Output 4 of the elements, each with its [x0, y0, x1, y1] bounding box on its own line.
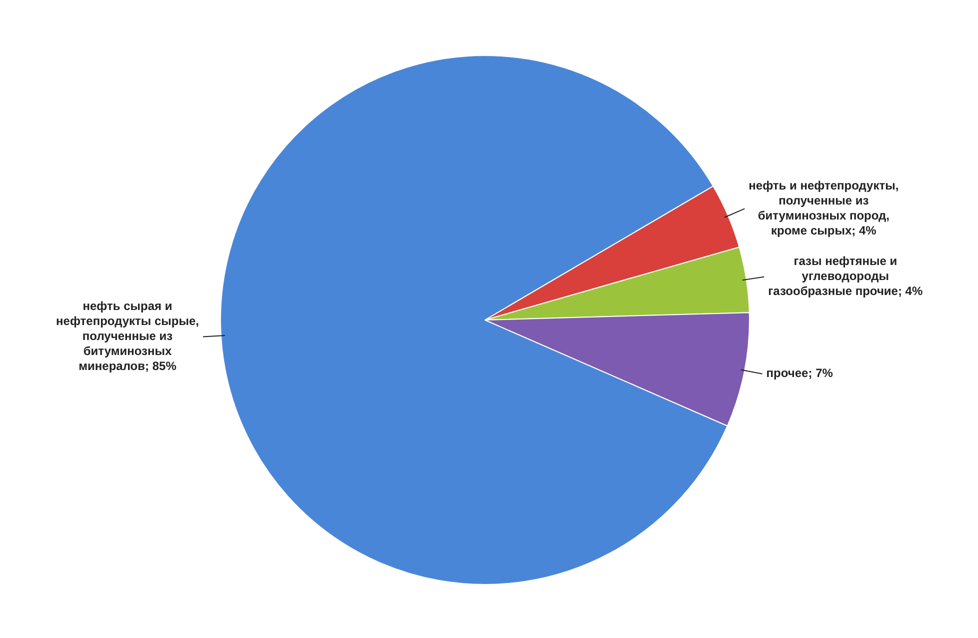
slice-label: нефть сырая и нефтепродукты сырые, полученные из битуминозных минералов; 85% — [56, 299, 200, 374]
slice-label: газы нефтяные и углеводороды газообразные прочие; 4% — [768, 254, 923, 298]
slice-label: прочее; 7% — [766, 366, 834, 380]
slice-label: нефть и нефтепродукты, полученные из битуминозных пород, кроме сырых; 4% — [748, 178, 899, 238]
